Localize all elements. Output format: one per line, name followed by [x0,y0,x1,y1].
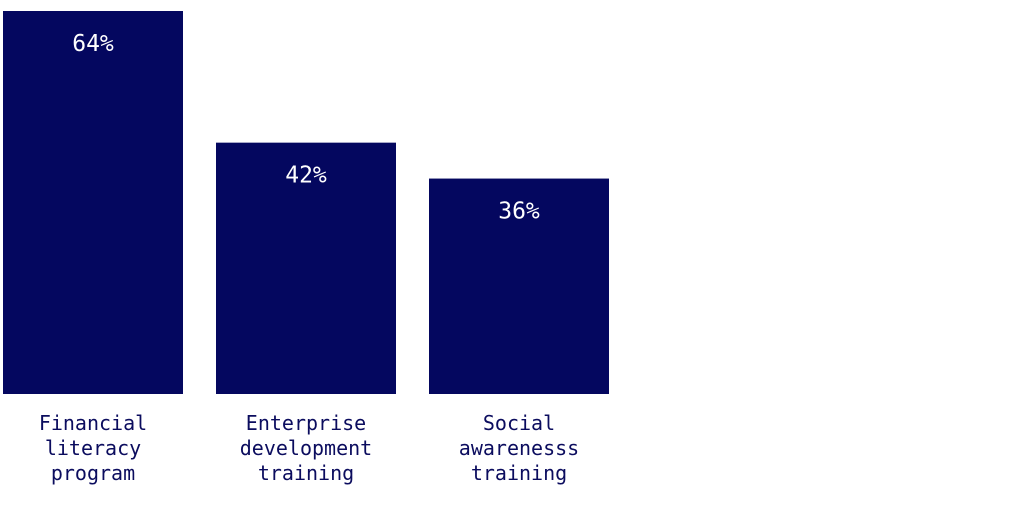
bar-1 [3,11,183,394]
category-label-line: training [471,461,567,485]
category-label-1: Financial literacy program [39,411,147,485]
category-label-line: Financial [39,411,147,435]
value-label-3: 36% [498,199,540,225]
value-labels-group: 64% 42% 36% [72,31,540,225]
bar-3 [429,178,609,394]
category-label-line: awarenesss [459,436,579,460]
value-label-1: 64% [72,31,114,57]
category-label-line: Enterprise [246,411,366,435]
category-label-line: development [240,436,372,460]
bar-2 [216,142,396,394]
category-label-line: program [51,461,135,485]
category-label-line: training [258,461,354,485]
category-label-2: Enterprise development training [240,411,372,485]
category-labels-group: Financial literacy program Enterprise develo… [39,411,579,485]
category-label-3: Social awarenesss training [459,411,579,485]
category-label-line: literacy [45,436,141,460]
category-label-line: Social [483,411,555,435]
bars-group [3,11,609,394]
value-label-2: 42% [285,163,327,189]
